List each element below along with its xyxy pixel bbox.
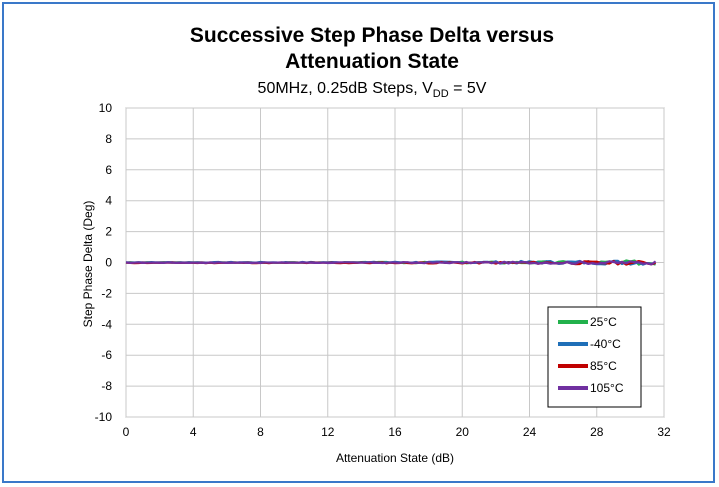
x-tick-label: 8	[257, 425, 264, 439]
subtitle-prefix: 50MHz, 0.25dB Steps, V	[258, 80, 434, 97]
legend-label-0: 25°C	[590, 315, 617, 329]
legend-label-2: 85°C	[590, 359, 617, 373]
x-axis-label: Attenuation State (dB)	[336, 451, 454, 465]
legend-label-1: -40°C	[590, 337, 621, 351]
chart-subtitle: 50MHz, 0.25dB Steps, VDD = 5V	[258, 80, 487, 100]
y-tick-label: -2	[101, 286, 112, 300]
y-tick-label: -8	[101, 379, 112, 393]
subtitle-subscript: DD	[433, 88, 449, 100]
y-tick-label: 4	[105, 194, 112, 208]
y-tick-label: 10	[99, 101, 113, 115]
y-tick-label: 6	[105, 163, 112, 177]
series-line-3	[125, 260, 657, 266]
legend-label-3: 105°C	[590, 381, 624, 395]
x-tick-label: 16	[388, 425, 402, 439]
subtitle-suffix: = 5V	[449, 80, 487, 97]
x-tick-label: 24	[523, 425, 537, 439]
x-tick-label: 20	[456, 425, 470, 439]
x-tick-label: 0	[123, 425, 130, 439]
chart-title-line1: Successive Step Phase Delta versus	[190, 24, 554, 47]
x-tick-label: 28	[590, 425, 604, 439]
x-tick-label: 12	[321, 425, 335, 439]
chart-frame: Successive Step Phase Delta versus Atten…	[2, 2, 715, 483]
y-tick-label: 8	[105, 132, 112, 146]
y-tick-label: -6	[101, 348, 112, 362]
chart-title-line2: Attenuation State	[285, 50, 459, 73]
chart-svg: Successive Step Phase Delta versus Atten…	[81, 24, 671, 465]
y-axis-label: Step Phase Delta (Deg)	[81, 201, 95, 328]
y-tick-label: -10	[95, 410, 113, 424]
y-tick-label: 0	[105, 256, 112, 270]
y-tick-label: -4	[101, 317, 112, 331]
x-tick-label: 4	[190, 425, 197, 439]
x-tick-label: 32	[657, 425, 671, 439]
y-tick-label: 2	[105, 225, 112, 239]
